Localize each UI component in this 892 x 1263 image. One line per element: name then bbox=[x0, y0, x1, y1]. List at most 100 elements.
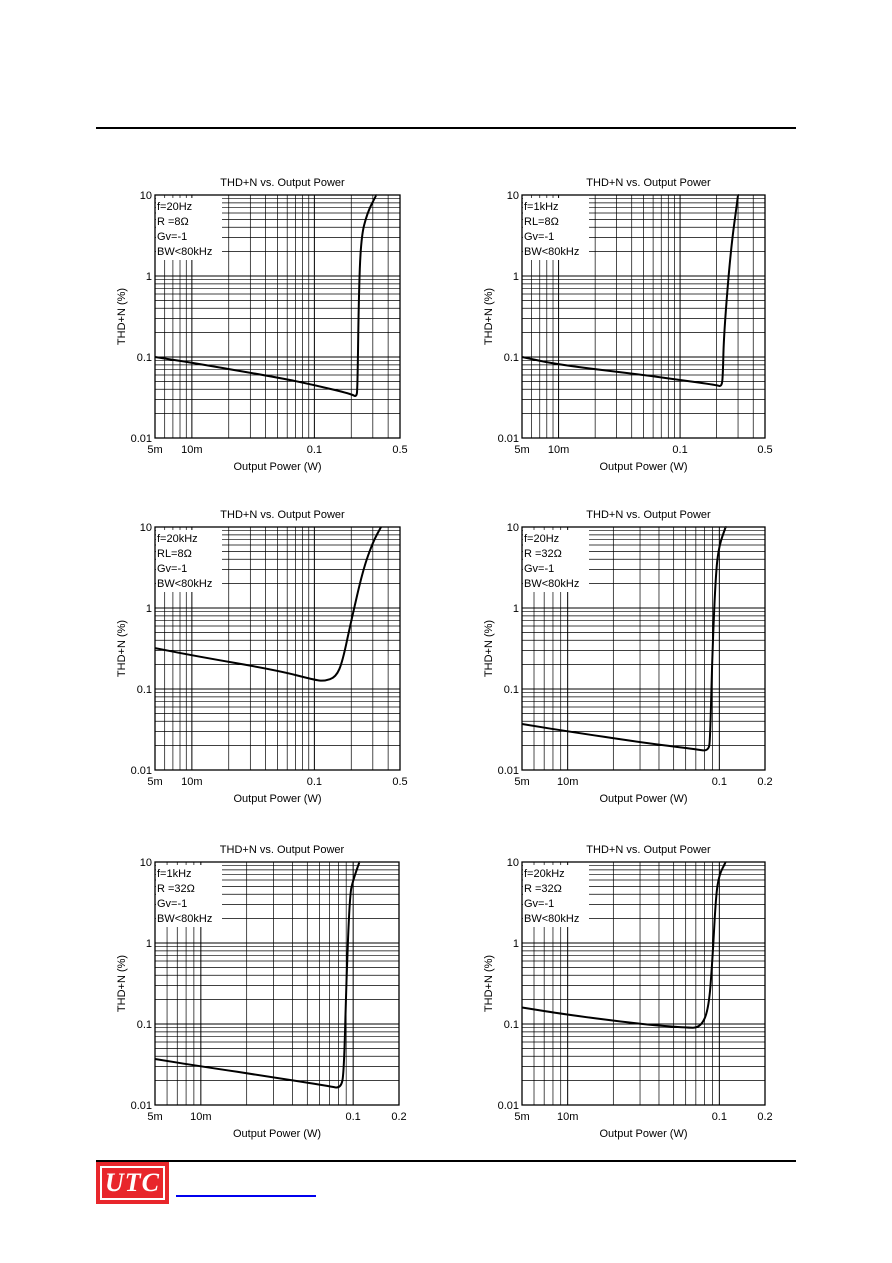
annotation-text: f=1kHz bbox=[524, 201, 559, 213]
chart-title: THD+N vs. Output Power bbox=[220, 844, 345, 856]
y-tick-label: 10 bbox=[140, 857, 152, 869]
plot-frame bbox=[154, 194, 401, 439]
chart-1: THD+N vs. Output Power Output Power (W) TH… bbox=[116, 177, 408, 473]
plot-frame bbox=[154, 861, 400, 1106]
x-axis-label: Output Power (W) bbox=[599, 1128, 687, 1140]
x-tick-label: 10m bbox=[557, 1111, 578, 1123]
thd-curve bbox=[154, 861, 361, 1089]
annotation-box bbox=[156, 530, 222, 592]
plot-frame bbox=[521, 526, 766, 771]
chart-title: THD+N vs. Output Power bbox=[586, 177, 711, 189]
y-tick-label: 10 bbox=[507, 857, 519, 869]
y-axis-label: THD+N (%) bbox=[116, 620, 128, 677]
annotation-text: BW<80kHz bbox=[157, 246, 212, 258]
x-axis-label: Output Power (W) bbox=[599, 461, 687, 473]
x-tick-label: 10m bbox=[181, 776, 202, 788]
x-tick-label: 0.1 bbox=[712, 1111, 727, 1123]
x-tick-label: 0.1 bbox=[307, 776, 322, 788]
annotation-box bbox=[156, 865, 222, 927]
x-tick-label: 10m bbox=[557, 776, 578, 788]
chart-5: THD+N vs. Output Power Output Power (W) TH… bbox=[116, 844, 407, 1140]
y-tick-label: 1 bbox=[146, 938, 152, 950]
y-tick-label: 0.01 bbox=[498, 433, 519, 445]
annotation-text: BW<80kHz bbox=[524, 913, 579, 925]
x-axis-label: Output Power (W) bbox=[233, 1128, 321, 1140]
y-axis-label: THD+N (%) bbox=[483, 288, 495, 345]
x-axis-label: Output Power (W) bbox=[599, 793, 687, 805]
x-tick-label: 0.1 bbox=[307, 444, 322, 456]
x-tick-label: 0.1 bbox=[712, 776, 727, 788]
x-tick-label: 0.1 bbox=[672, 444, 687, 456]
y-axis-label: THD+N (%) bbox=[116, 955, 128, 1012]
chart-6: THD+N vs. Output Power Output Power (W) TH… bbox=[483, 844, 773, 1140]
y-tick-label: 0.1 bbox=[137, 352, 152, 364]
annotation-box bbox=[523, 198, 589, 260]
y-tick-label: 10 bbox=[140, 190, 152, 202]
annotation-text: Gv=-1 bbox=[157, 898, 187, 910]
annotation-text: f=1kHz bbox=[157, 868, 192, 880]
annotation-text: BW<80kHz bbox=[157, 913, 212, 925]
x-tick-label: 0.5 bbox=[392, 444, 407, 456]
plot-frame bbox=[521, 194, 766, 439]
y-tick-label: 0.01 bbox=[131, 1100, 152, 1112]
annotation-box bbox=[523, 865, 589, 927]
y-tick-label: 0.1 bbox=[504, 352, 519, 364]
annotation-text: f=20Hz bbox=[524, 533, 559, 545]
annotation-text: BW<80kHz bbox=[524, 246, 579, 258]
thd-curve bbox=[154, 194, 378, 397]
header-rule bbox=[96, 127, 796, 129]
chart-4: THD+N vs. Output Power Output Power (W) TH… bbox=[483, 509, 773, 805]
x-tick-label: 10m bbox=[181, 444, 202, 456]
utc-logo: UTC bbox=[96, 1162, 169, 1204]
x-tick-label: 0.5 bbox=[392, 776, 407, 788]
y-tick-label: 0.01 bbox=[498, 765, 519, 777]
x-axis-label: Output Power (W) bbox=[233, 793, 321, 805]
x-tick-label: 0.5 bbox=[757, 444, 772, 456]
annotation-text: R =8Ω bbox=[157, 216, 189, 228]
annotation-text: R =32Ω bbox=[524, 883, 562, 895]
thd-curve bbox=[154, 526, 382, 682]
thd-curve bbox=[521, 194, 740, 387]
y-axis-label: THD+N (%) bbox=[483, 620, 495, 677]
annotation-text: BW<80kHz bbox=[157, 578, 212, 590]
annotation-text: Gv=-1 bbox=[524, 231, 554, 243]
annotation-box bbox=[523, 530, 589, 592]
chart-title: THD+N vs. Output Power bbox=[220, 509, 345, 521]
y-tick-label: 1 bbox=[146, 271, 152, 283]
annotation-text: BW<80kHz bbox=[524, 578, 579, 590]
y-tick-label: 10 bbox=[507, 522, 519, 534]
y-axis-label: THD+N (%) bbox=[483, 955, 495, 1012]
chart-title: THD+N vs. Output Power bbox=[586, 509, 711, 521]
y-tick-label: 1 bbox=[513, 603, 519, 615]
annotation-text: f=20kHz bbox=[524, 868, 565, 880]
x-tick-label: 5m bbox=[514, 444, 529, 456]
annotation-text: Gv=-1 bbox=[157, 563, 187, 575]
footer-link-underline[interactable] bbox=[176, 1195, 316, 1197]
plot-frame bbox=[521, 861, 766, 1106]
x-tick-label: 5m bbox=[147, 776, 162, 788]
annotation-text: RL=8Ω bbox=[157, 548, 192, 560]
thd-curve bbox=[521, 526, 727, 752]
annotation-text: RL=8Ω bbox=[524, 216, 559, 228]
x-tick-label: 5m bbox=[514, 776, 529, 788]
y-tick-label: 0.01 bbox=[131, 433, 152, 445]
annotation-text: Gv=-1 bbox=[524, 898, 554, 910]
annotation-text: R =32Ω bbox=[524, 548, 562, 560]
annotation-box bbox=[156, 198, 222, 260]
x-tick-label: 0.2 bbox=[757, 776, 772, 788]
y-tick-label: 0.1 bbox=[504, 684, 519, 696]
annotation-text: f=20kHz bbox=[157, 533, 198, 545]
y-tick-label: 1 bbox=[146, 603, 152, 615]
chart-title: THD+N vs. Output Power bbox=[220, 177, 345, 189]
y-tick-label: 10 bbox=[140, 522, 152, 534]
y-tick-label: 1 bbox=[513, 938, 519, 950]
annotation-text: Gv=-1 bbox=[157, 231, 187, 243]
y-tick-label: 10 bbox=[507, 190, 519, 202]
x-tick-label: 10m bbox=[190, 1111, 211, 1123]
chart-title: THD+N vs. Output Power bbox=[586, 844, 711, 856]
x-tick-label: 10m bbox=[548, 444, 569, 456]
y-tick-label: 0.1 bbox=[137, 1019, 152, 1031]
y-tick-label: 0.01 bbox=[131, 765, 152, 777]
annotation-text: f=20Hz bbox=[157, 201, 192, 213]
